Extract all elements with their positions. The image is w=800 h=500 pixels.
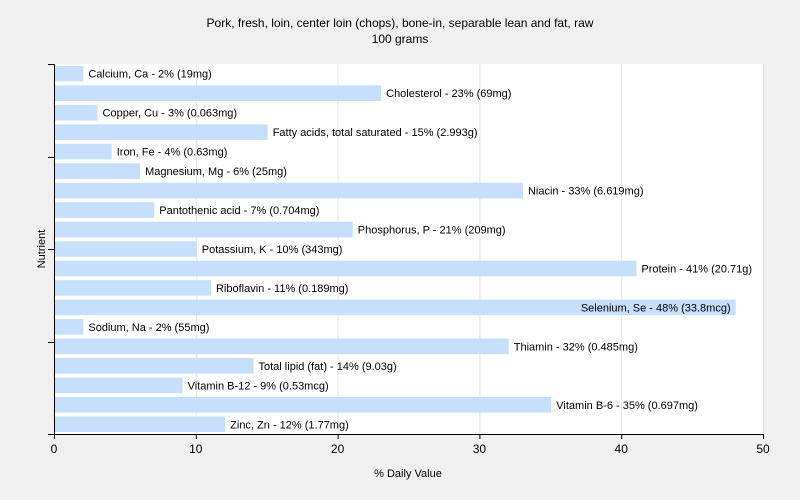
x-tick-label: 40: [615, 442, 629, 456]
bar: [55, 104, 98, 121]
bar-label: Calcium, Ca - 2% (19mg): [88, 69, 211, 81]
bar-label: Cholesterol - 23% (69mg): [386, 88, 511, 100]
bar-label: Selenium, Se - 48% (33.8mcg): [581, 302, 731, 314]
x-tick-label: 0: [51, 442, 58, 456]
x-tick-label: 10: [189, 442, 203, 456]
bar: [55, 182, 523, 199]
bar: [55, 260, 637, 277]
bar-label: Copper, Cu - 3% (0.063mg): [103, 108, 238, 120]
x-axis-label: % Daily Value: [374, 468, 442, 480]
bar-label: Iron, Fe - 4% (0.63mg): [117, 147, 228, 159]
bar: [55, 202, 155, 218]
bar: [55, 221, 353, 238]
bar: [55, 397, 552, 413]
x-tick-label: 30: [473, 442, 487, 456]
bar-label: Magnesium, Mg - 6% (25mg): [145, 166, 287, 178]
axes-group: 0 10 20 30 40 50: [48, 64, 770, 456]
bar: [55, 124, 268, 140]
bar: [55, 299, 736, 316]
bar-label: Sodium, Na - 2% (55mg): [88, 322, 209, 334]
bar-label: Zinc, Zn - 12% (1.77mg): [230, 419, 349, 431]
bars-group: Calcium, Ca - 2% (19mg) Cholesterol - 23%…: [55, 65, 752, 433]
bar: [55, 143, 112, 160]
bar-label: Phosphorus, P - 21% (209mg): [358, 225, 506, 237]
bar: [55, 280, 211, 296]
x-tick-label: 50: [756, 442, 770, 456]
bar: [55, 241, 197, 257]
bar-label: Vitamin B-6 - 35% (0.697mg): [556, 400, 698, 412]
bar-label: Thiamin - 32% (0.485mg): [514, 341, 638, 353]
y-axis-label: Nutrient: [36, 230, 48, 269]
bar: [55, 163, 141, 179]
chart-title-block: Pork, fresh, loin, center loin (chops), …: [0, 15, 800, 47]
bar-label: Niacin - 33% (6.619mg): [528, 186, 644, 198]
bar: [55, 377, 183, 394]
bar-label: Pantothenic acid - 7% (0.704mg): [159, 205, 319, 217]
bar-label: Vitamin B-12 - 9% (0.53mcg): [188, 380, 329, 392]
bar: [55, 358, 254, 374]
chart-title: Pork, fresh, loin, center loin (chops), …: [206, 16, 594, 30]
bar: [55, 85, 382, 101]
bar-label: Total lipid (fat) - 14% (9.03g): [259, 361, 397, 373]
bar-label: Fatty acids, total saturated - 15% (2.99…: [273, 127, 478, 139]
bar: [55, 65, 84, 82]
bar-label: Potassium, K - 10% (343mg): [202, 244, 343, 256]
x-tick-label: 20: [331, 442, 345, 456]
chart-subtitle: 100 grams: [371, 32, 429, 46]
bar: [55, 416, 226, 433]
bar-label: Riboflavin - 11% (0.189mg): [216, 283, 348, 295]
bar: [55, 319, 84, 335]
bar: [55, 338, 509, 355]
bar-label: Protein - 41% (20.71g): [641, 263, 752, 275]
